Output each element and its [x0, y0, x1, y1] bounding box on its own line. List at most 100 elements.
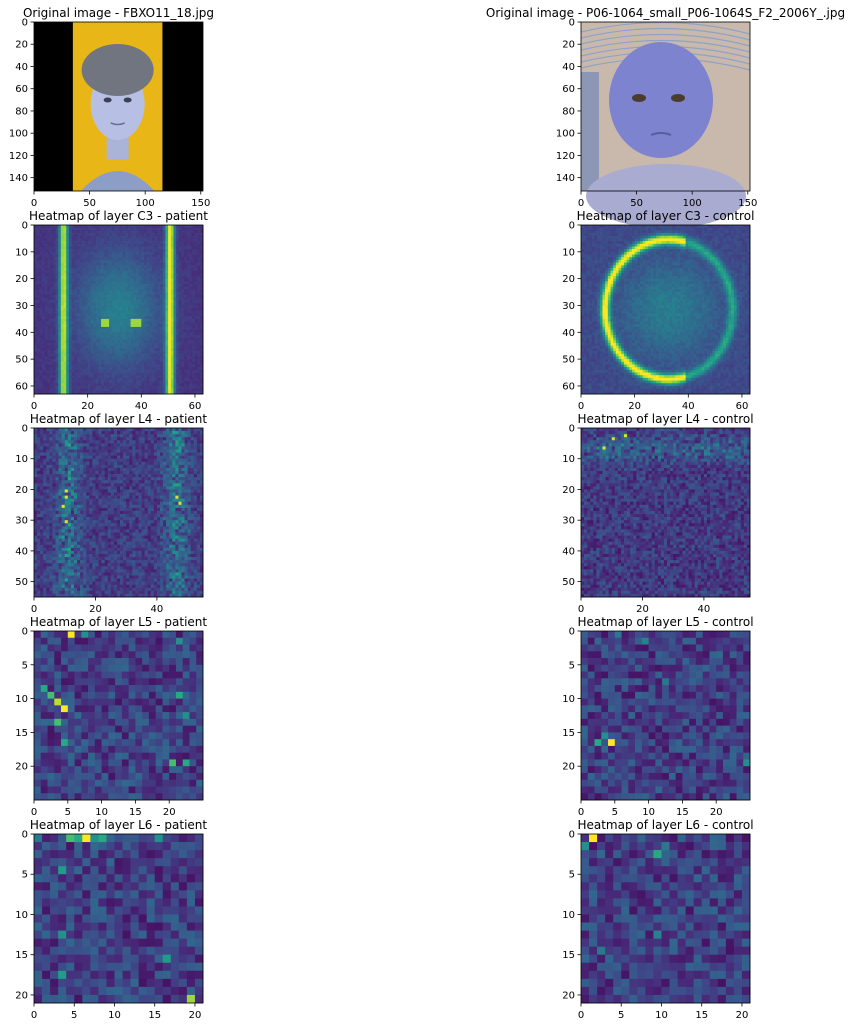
heatmap-cell	[103, 275, 107, 279]
heatmap-cell	[103, 343, 107, 347]
heatmap-cell	[685, 225, 689, 229]
heatmap-cell	[117, 375, 121, 379]
heatmap-cell	[84, 257, 88, 261]
heatmap-cell	[200, 305, 204, 309]
heatmap-cell	[52, 372, 56, 376]
heatmap-cell	[55, 364, 59, 368]
heatmap-cell	[68, 275, 72, 279]
heatmap-cell	[653, 227, 657, 231]
heatmap-cell	[109, 292, 113, 296]
heatmap-cell	[160, 326, 164, 330]
heatmap-cell	[154, 313, 158, 317]
heatmap-cell	[162, 251, 166, 255]
heatmap-cell	[98, 348, 102, 352]
heatmap-cell	[103, 233, 107, 237]
heatmap-cell	[640, 241, 644, 245]
heatmap-cell	[621, 254, 625, 258]
heatmap-cell	[50, 369, 54, 373]
heatmap-cell	[157, 254, 161, 258]
heatmap-cell	[66, 332, 70, 336]
heatmap-cell	[74, 334, 78, 339]
heatmap-cell	[189, 259, 193, 263]
heatmap-cell	[178, 262, 182, 266]
heatmap-cell	[135, 388, 139, 392]
heatmap-cell	[184, 356, 188, 360]
heatmap-cell	[42, 257, 46, 261]
heatmap-cell	[141, 300, 145, 304]
heatmap-cell	[664, 243, 668, 247]
heatmap-cell	[98, 259, 102, 263]
heatmap-cell	[631, 235, 635, 239]
heatmap-cell	[176, 310, 180, 314]
heatmap-cell	[74, 235, 78, 239]
heatmap-cell	[74, 302, 78, 306]
heatmap-cell	[160, 275, 164, 279]
heatmap-cell	[114, 324, 118, 328]
heatmap-cell	[103, 297, 107, 301]
heatmap-cell	[117, 343, 121, 347]
heatmap-cell	[138, 326, 142, 330]
heatmap-cell	[138, 286, 142, 290]
heatmap-cell	[176, 273, 180, 277]
heatmap-cell	[200, 380, 204, 384]
heatmap-cell	[160, 383, 164, 387]
heatmap-cell	[55, 294, 59, 298]
heatmap-cell	[36, 318, 40, 322]
heatmap-cell	[168, 372, 172, 376]
heatmap-cell	[55, 332, 59, 336]
heatmap-cell	[605, 235, 609, 239]
heatmap-cell	[135, 356, 139, 360]
heatmap-cell	[103, 372, 107, 376]
heatmap-cell	[176, 332, 180, 336]
heatmap-cell	[95, 257, 99, 261]
heatmap-cell	[138, 364, 142, 368]
heatmap-cell	[111, 233, 115, 237]
heatmap-cell	[60, 380, 64, 384]
heatmap-cell	[44, 345, 48, 349]
heatmap-cell	[634, 225, 638, 229]
heatmap-cell	[723, 238, 727, 242]
heatmap-cell	[192, 292, 196, 296]
heatmap-cell	[60, 297, 64, 301]
heatmap-cell	[111, 262, 115, 266]
heatmap-cell	[194, 367, 198, 371]
heatmap-cell	[597, 262, 601, 266]
heatmap-cell	[178, 243, 182, 247]
heatmap-cell	[114, 225, 118, 229]
heatmap-cell	[90, 380, 94, 384]
heatmap-cell	[79, 267, 83, 271]
heatmap-cell	[728, 238, 732, 242]
photo-neck	[106, 134, 129, 159]
heatmap-cell	[192, 359, 196, 363]
heatmap-cell	[34, 284, 38, 288]
heatmap-cell	[135, 377, 139, 381]
heatmap-cell	[103, 246, 107, 250]
heatmap-cell	[744, 254, 748, 258]
heatmap-cell	[699, 243, 703, 247]
heatmap-cell	[728, 233, 732, 237]
heatmap-cell	[165, 292, 169, 296]
heatmap-cell	[157, 318, 161, 322]
heatmap-cell	[168, 337, 172, 341]
heatmap-cell	[79, 385, 83, 389]
heatmap-cell	[125, 334, 129, 339]
heatmap-cell	[661, 262, 665, 266]
heatmap-cell	[84, 385, 88, 389]
heatmap-cell	[615, 251, 619, 255]
heatmap-cell	[696, 238, 700, 242]
heatmap-cell	[95, 241, 99, 245]
heatmap-cell	[197, 294, 201, 298]
heatmap-cell	[741, 254, 745, 258]
heatmap-cell	[117, 246, 121, 250]
heatmap-cell	[141, 375, 145, 379]
heatmap-cell	[68, 249, 72, 253]
heatmap-cell	[111, 361, 115, 365]
heatmap-cell	[135, 340, 139, 344]
heatmap-cell	[186, 225, 190, 229]
heatmap-cell	[146, 334, 150, 339]
heatmap-cell	[34, 297, 38, 301]
heatmap-cell	[194, 225, 198, 229]
heatmap-cell	[39, 233, 43, 237]
heatmap-cell	[84, 377, 88, 381]
heatmap-cell	[133, 300, 137, 304]
